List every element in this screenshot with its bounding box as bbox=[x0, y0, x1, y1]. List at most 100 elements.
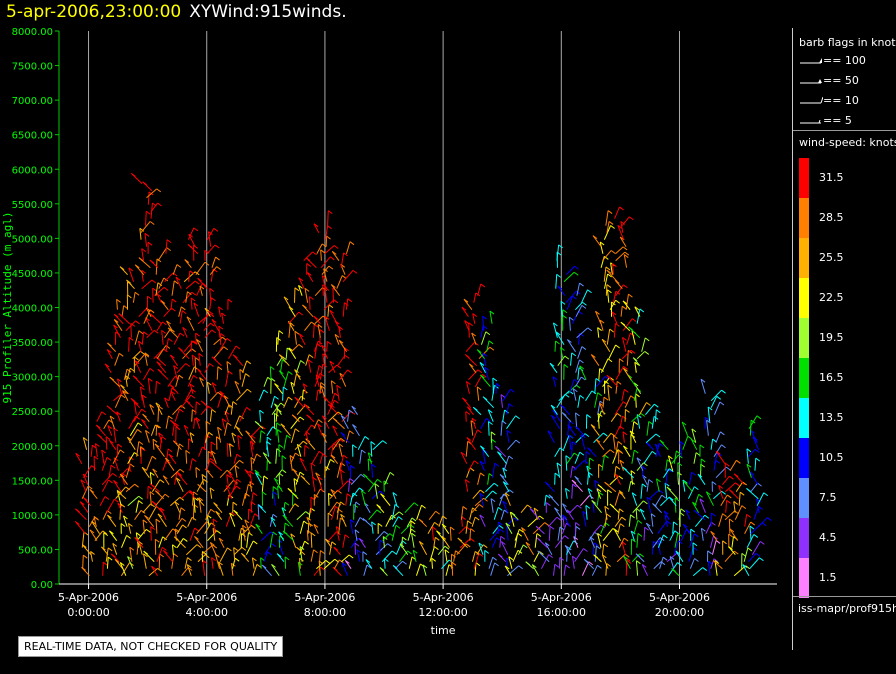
barb-column-20 bbox=[374, 471, 404, 577]
wind-barb-flag bbox=[195, 401, 201, 406]
wind-barb bbox=[428, 510, 437, 521]
wind-barb-flag bbox=[187, 291, 192, 296]
wind-barb-flag bbox=[576, 290, 581, 295]
wind-barb-flag bbox=[324, 315, 330, 320]
wind-barb-flag bbox=[234, 557, 240, 562]
wind-barb bbox=[628, 481, 632, 492]
wind-barb bbox=[342, 534, 346, 548]
wind-barb-flag bbox=[599, 319, 605, 324]
wind-barb bbox=[622, 431, 625, 443]
wind-barb bbox=[392, 516, 399, 527]
wind-barb bbox=[228, 345, 237, 359]
wind-barb-flag bbox=[166, 320, 171, 325]
wind-barb bbox=[751, 541, 761, 555]
wind-barb-flag bbox=[742, 481, 747, 486]
wind-barb-flag bbox=[128, 267, 134, 272]
wind-barb bbox=[294, 369, 301, 380]
wind-barb-flag bbox=[212, 544, 218, 549]
wind-barb-flag bbox=[708, 560, 713, 565]
barb-5-icon bbox=[800, 119, 821, 124]
wind-barb-flag bbox=[722, 540, 727, 545]
wind-barb-flag bbox=[702, 567, 708, 571]
wind-barb-flag bbox=[721, 444, 726, 449]
wind-barb-flag bbox=[105, 436, 111, 441]
wind-barb bbox=[630, 530, 635, 541]
wind-barb bbox=[223, 479, 234, 493]
wind-barb-flag bbox=[474, 551, 480, 555]
wind-barb bbox=[188, 270, 191, 282]
wind-barb-flag bbox=[211, 557, 216, 562]
barb-column-7 bbox=[173, 227, 215, 576]
wind-barb-flag bbox=[636, 414, 642, 418]
wind-barb bbox=[367, 458, 370, 471]
wind-barb bbox=[634, 362, 637, 373]
wind-barb bbox=[229, 459, 240, 472]
wind-barb-flag bbox=[619, 508, 624, 513]
wind-barb bbox=[105, 436, 108, 450]
x-tick-date-4: 5-Apr-2006 bbox=[531, 591, 592, 604]
wind-barb-flag bbox=[321, 243, 327, 248]
wind-barb bbox=[335, 526, 340, 541]
wind-barb-flag bbox=[186, 316, 192, 321]
wind-barb-flag bbox=[432, 526, 437, 531]
wind-barb bbox=[328, 364, 338, 374]
wind-barb bbox=[480, 418, 487, 429]
wind-barb-flag bbox=[644, 526, 650, 531]
wind-barb bbox=[614, 473, 622, 485]
wind-barb-flag bbox=[318, 450, 324, 455]
wind-barb-flag bbox=[307, 272, 312, 276]
wind-barb-flag bbox=[698, 493, 703, 498]
barb-10-label: == 10 bbox=[823, 94, 859, 107]
wind-barb-flag bbox=[267, 551, 272, 556]
wind-barb-flag bbox=[211, 297, 216, 302]
wind-barb-flag bbox=[299, 416, 305, 421]
wind-barb-flag bbox=[622, 466, 628, 471]
wind-barb bbox=[497, 451, 507, 465]
wind-barb bbox=[175, 375, 180, 387]
wind-barb-flag bbox=[387, 543, 392, 548]
wind-barb bbox=[614, 425, 621, 436]
wind-barb bbox=[184, 557, 188, 569]
wind-barb bbox=[381, 550, 393, 563]
wind-barb bbox=[713, 490, 722, 500]
wind-barb-flag bbox=[434, 522, 439, 526]
wind-barb-flag bbox=[308, 354, 314, 358]
wind-barb bbox=[552, 409, 562, 422]
wind-barb-flag bbox=[320, 566, 325, 571]
wind-barb-flag bbox=[682, 479, 688, 484]
wind-barb bbox=[327, 411, 339, 423]
wind-barb bbox=[614, 492, 620, 506]
wind-barb-flag bbox=[95, 443, 100, 447]
wind-barb-flag bbox=[331, 250, 337, 255]
wind-barb bbox=[565, 290, 577, 304]
wind-barb-flag bbox=[572, 483, 577, 488]
wind-barb-flag bbox=[631, 538, 636, 543]
wind-barb-flag bbox=[288, 320, 293, 325]
wind-barb bbox=[150, 202, 158, 213]
wind-barb-flag bbox=[211, 409, 217, 413]
wind-barb bbox=[224, 404, 230, 415]
wind-barb bbox=[490, 562, 496, 576]
wind-barb bbox=[276, 356, 283, 366]
wind-barb-flag bbox=[711, 481, 717, 486]
wind-barb-flag bbox=[107, 342, 112, 347]
barb-100-label: == 100 bbox=[823, 54, 866, 67]
wind-barb bbox=[710, 438, 714, 450]
wind-barb bbox=[685, 509, 691, 520]
wind-barb bbox=[437, 545, 446, 556]
wind-barb-flag bbox=[196, 339, 201, 343]
wind-barb bbox=[571, 484, 574, 499]
wind-barb bbox=[175, 477, 184, 492]
wind-barb bbox=[129, 422, 139, 436]
wind-barb-flag bbox=[615, 465, 621, 470]
wind-barb bbox=[748, 553, 757, 563]
wind-barb bbox=[389, 511, 400, 521]
wind-barb-flag bbox=[710, 530, 716, 535]
wind-barb bbox=[689, 558, 695, 569]
wind-barb-flag bbox=[581, 346, 587, 350]
wind-barb bbox=[209, 266, 218, 276]
wind-barb-flag bbox=[639, 308, 645, 313]
wind-barb bbox=[231, 432, 235, 443]
wind-barb bbox=[156, 293, 162, 303]
wind-barb bbox=[599, 320, 604, 331]
